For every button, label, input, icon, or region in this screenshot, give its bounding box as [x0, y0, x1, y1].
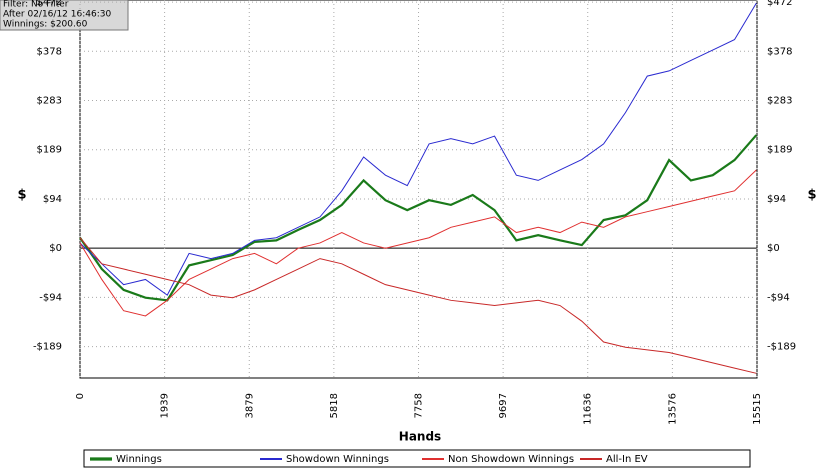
- y2-tick-label: $0: [767, 243, 780, 254]
- y2-tick-label: $94: [767, 194, 786, 205]
- y2-tick-label: -$94: [767, 292, 790, 303]
- x-tick-label: 15515: [752, 393, 763, 425]
- y2-axis-label: $: [807, 188, 816, 203]
- filter-text: Filter: No Filter: [3, 0, 69, 10]
- filter-box: [0, 0, 129, 31]
- x-tick-label: 1939: [160, 393, 171, 418]
- x-tick-label: 0: [75, 393, 86, 399]
- y-tick-label: $94: [43, 194, 62, 205]
- plot-area: [79, 0, 758, 379]
- y2-tick-label: $472: [767, 0, 792, 8]
- x-tick-label: 13576: [667, 393, 678, 425]
- y-tick-label: $283: [37, 96, 62, 107]
- series-line: [79, 169, 757, 317]
- x-tick-label: 3879: [244, 393, 255, 418]
- legend-label: Winnings: [116, 454, 162, 465]
- filter-text: Winnings: $200.60: [3, 20, 88, 30]
- x-axis-label: Hands: [399, 430, 441, 444]
- x-tick-label: 7758: [414, 393, 425, 418]
- x-tick-label: 11636: [583, 393, 594, 425]
- series-line: [79, 2, 757, 296]
- y2-tick-label: -$189: [767, 342, 796, 353]
- series-line: [79, 237, 757, 374]
- x-tick-label: 5818: [329, 393, 340, 418]
- x-tick-label: 9697: [498, 393, 509, 418]
- y-tick-label: $378: [37, 46, 62, 57]
- series-line: [79, 134, 758, 302]
- y-tick-label: $0: [49, 243, 62, 254]
- legend-label: All-In EV: [606, 454, 648, 465]
- y-axis-label: $: [17, 188, 26, 203]
- y-tick-label: -$94: [39, 292, 62, 303]
- y2-tick-label: $378: [767, 46, 792, 57]
- y-tick-label: -$189: [33, 342, 62, 353]
- legend-label: Showdown Winnings: [286, 454, 389, 465]
- y-tick-label: $472: [37, 0, 62, 8]
- legend-label: Non Showdown Winnings: [448, 454, 574, 465]
- legend: [83, 449, 751, 468]
- y-tick-label: $189: [37, 145, 62, 156]
- y2-tick-label: $283: [767, 96, 792, 107]
- y2-tick-label: $189: [767, 145, 792, 156]
- filter-text: After 02/16/12 16:46:30: [3, 10, 111, 20]
